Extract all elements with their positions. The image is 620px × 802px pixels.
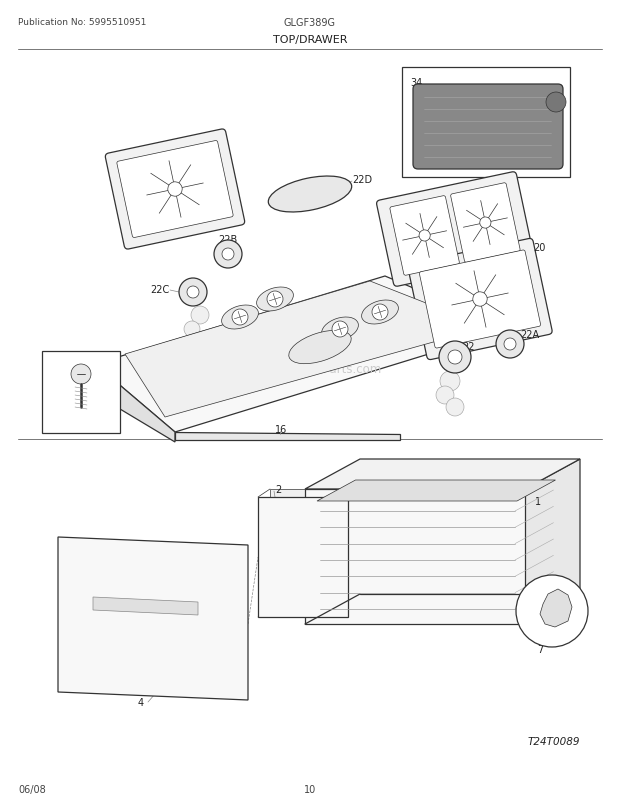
- Circle shape: [436, 387, 454, 404]
- Polygon shape: [270, 489, 360, 610]
- Ellipse shape: [221, 306, 259, 330]
- Circle shape: [184, 322, 200, 338]
- FancyBboxPatch shape: [105, 130, 245, 249]
- Polygon shape: [95, 365, 175, 443]
- Circle shape: [448, 350, 462, 365]
- Circle shape: [480, 217, 491, 229]
- Circle shape: [516, 575, 588, 647]
- Circle shape: [332, 322, 348, 338]
- FancyBboxPatch shape: [117, 141, 233, 238]
- Text: 20: 20: [533, 243, 546, 253]
- Circle shape: [496, 330, 524, 358]
- Circle shape: [504, 338, 516, 350]
- Ellipse shape: [257, 288, 293, 312]
- Polygon shape: [258, 497, 348, 618]
- Text: T24T0089: T24T0089: [528, 736, 580, 746]
- Text: TOP/DRAWER: TOP/DRAWER: [273, 35, 347, 45]
- Text: 20: 20: [128, 172, 140, 182]
- FancyBboxPatch shape: [390, 196, 459, 276]
- Polygon shape: [93, 597, 198, 615]
- Text: 20A: 20A: [425, 203, 444, 213]
- Circle shape: [189, 346, 203, 361]
- FancyBboxPatch shape: [413, 85, 563, 170]
- Text: GLGF389G: GLGF389G: [284, 18, 336, 28]
- Text: 4: 4: [138, 697, 144, 707]
- Circle shape: [168, 183, 182, 197]
- Text: 22B: 22B: [218, 235, 237, 245]
- Text: 22C: 22C: [150, 285, 169, 294]
- Circle shape: [187, 286, 199, 298]
- FancyBboxPatch shape: [376, 172, 533, 287]
- Text: 06/08: 06/08: [18, 784, 46, 794]
- Polygon shape: [305, 489, 525, 624]
- Text: Publication No: 5995510951: Publication No: 5995510951: [18, 18, 146, 27]
- Polygon shape: [305, 460, 580, 489]
- Text: 22A: 22A: [520, 330, 539, 339]
- Circle shape: [546, 93, 566, 113]
- Circle shape: [372, 305, 388, 321]
- Circle shape: [222, 249, 234, 261]
- Circle shape: [439, 342, 471, 374]
- Text: 34: 34: [410, 78, 422, 88]
- Circle shape: [473, 293, 487, 307]
- Ellipse shape: [268, 176, 352, 213]
- Text: eReplacementParts.com: eReplacementParts.com: [238, 363, 382, 376]
- Text: 2: 2: [275, 484, 281, 494]
- Ellipse shape: [361, 301, 399, 325]
- Text: 1: 1: [535, 496, 541, 506]
- Text: 7: 7: [537, 644, 543, 654]
- FancyBboxPatch shape: [408, 239, 552, 360]
- Circle shape: [214, 241, 242, 269]
- Polygon shape: [95, 277, 510, 432]
- FancyBboxPatch shape: [419, 251, 541, 349]
- Circle shape: [71, 365, 91, 384]
- Polygon shape: [525, 460, 580, 624]
- Text: 16: 16: [275, 424, 287, 435]
- Circle shape: [267, 292, 283, 308]
- Circle shape: [440, 371, 460, 391]
- Polygon shape: [175, 432, 400, 440]
- Polygon shape: [58, 537, 248, 700]
- Ellipse shape: [322, 318, 358, 342]
- Polygon shape: [125, 282, 487, 418]
- Circle shape: [198, 334, 212, 349]
- Circle shape: [232, 310, 248, 326]
- Text: 10: 10: [304, 784, 316, 794]
- Ellipse shape: [289, 331, 351, 364]
- FancyBboxPatch shape: [451, 184, 520, 263]
- Text: 22: 22: [462, 342, 474, 351]
- Text: 22D: 22D: [352, 175, 372, 184]
- Circle shape: [179, 278, 207, 306]
- Circle shape: [191, 306, 209, 325]
- Text: 88: 88: [50, 359, 62, 370]
- Polygon shape: [540, 589, 572, 627]
- Circle shape: [419, 230, 430, 241]
- Bar: [42, 351, 120, 433]
- Polygon shape: [317, 480, 556, 501]
- Circle shape: [446, 399, 464, 416]
- Bar: [402, 68, 570, 178]
